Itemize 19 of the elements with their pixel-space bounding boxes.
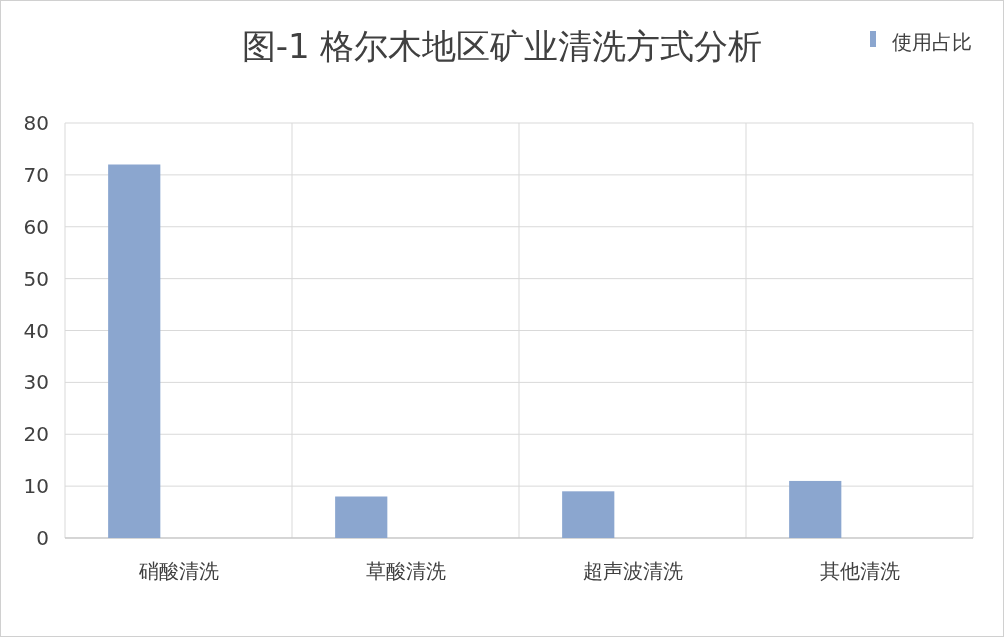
y-tick-label: 60 — [23, 214, 49, 239]
bar — [789, 480, 842, 538]
bar — [108, 164, 161, 538]
chart-title: 图-1 格尔木地区矿业清洗方式分析 — [241, 26, 763, 66]
x-tick-label: 超声波清洗 — [582, 559, 683, 583]
y-tick-label: 10 — [23, 474, 49, 499]
x-tick-label: 草酸清洗 — [365, 559, 446, 583]
y-tick-label: 50 — [23, 266, 49, 291]
y-tick-label: 30 — [23, 370, 49, 395]
y-tick-label: 40 — [23, 318, 49, 343]
y-tick-label: 20 — [23, 422, 49, 447]
bar — [562, 491, 615, 538]
legend-label: 使用占比 — [892, 30, 972, 54]
x-tick-label: 其他清洗 — [819, 559, 900, 583]
y-tick-label: 70 — [23, 162, 49, 187]
bar — [335, 496, 388, 538]
y-tick-label: 0 — [36, 526, 49, 550]
y-tick-label: 80 — [23, 111, 49, 135]
x-tick-label: 硝酸清洗 — [137, 559, 219, 583]
